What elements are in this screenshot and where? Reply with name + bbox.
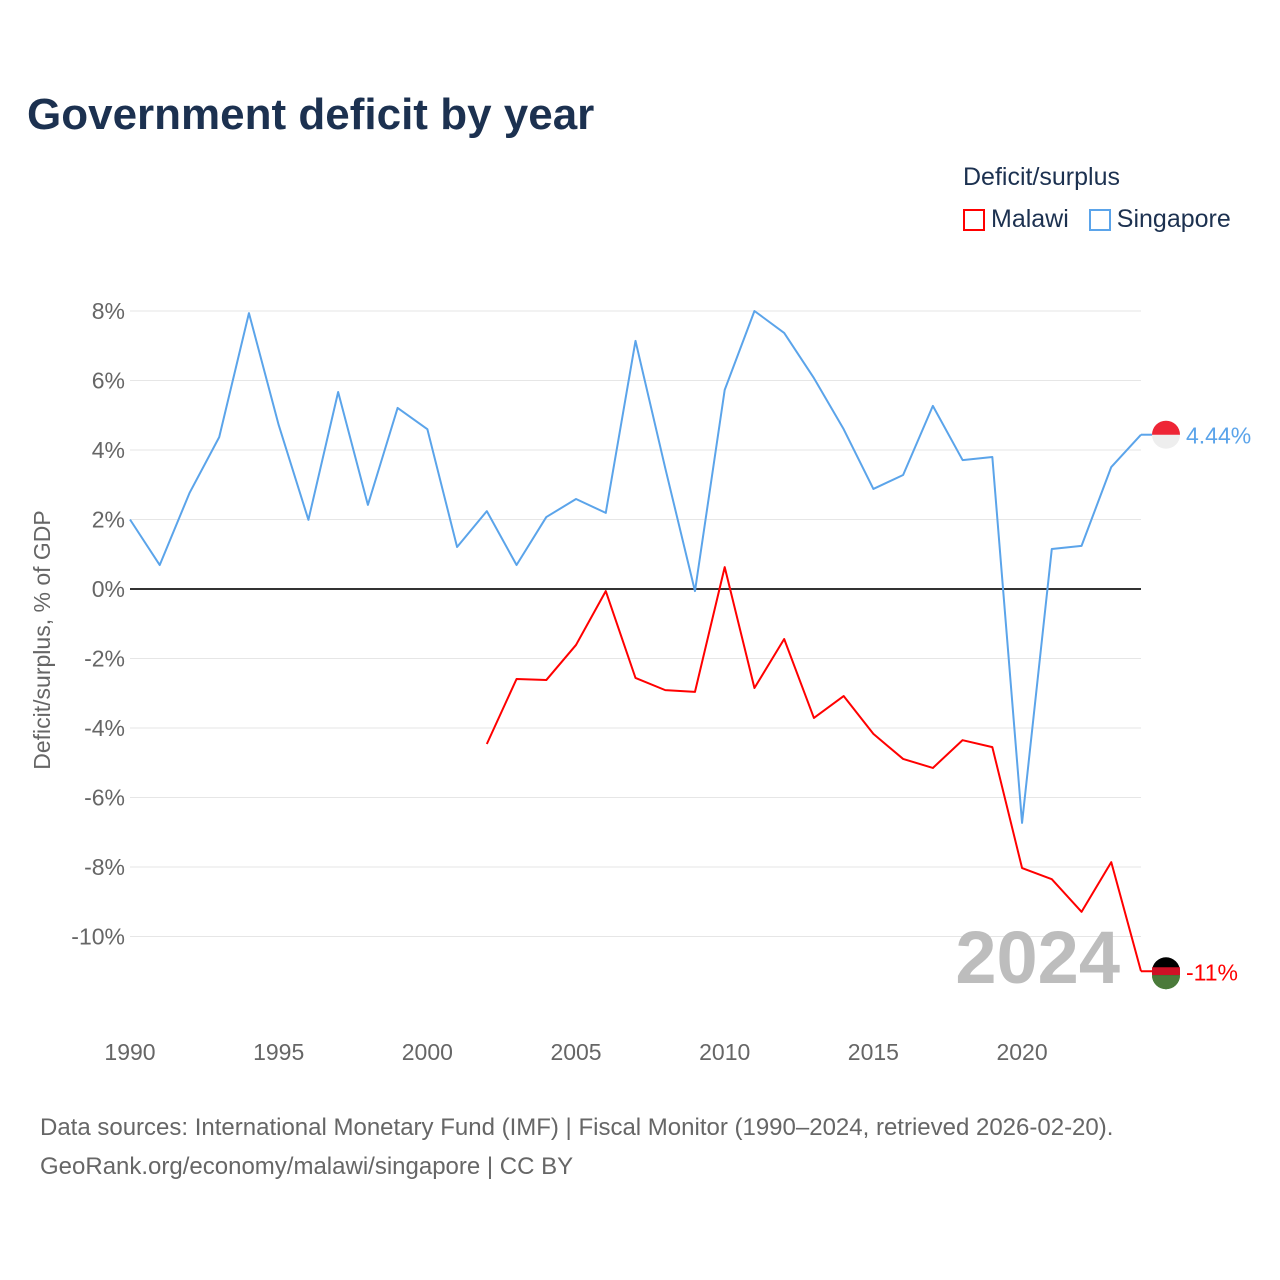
legend: Malawi Singapore [963,205,1231,234]
series-line-malawi [485,566,1142,972]
year-watermark: 2024 [955,916,1120,999]
source-note: Data sources: International Monetary Fun… [40,1108,1113,1186]
legend-title: Deficit/surplus [963,163,1120,191]
x-tick-label: 1990 [104,1039,155,1065]
end-value-label-singapore: 4.44% [1186,423,1251,449]
x-tick-label: 2005 [550,1039,601,1065]
series-line-singapore [129,310,1142,824]
legend-swatch-singapore [1088,208,1111,231]
y-tick-label: 0% [92,576,125,602]
x-tick-label: 2020 [996,1039,1047,1065]
y-tick-label: -4% [84,715,125,741]
flag-band [1152,967,1180,976]
y-tick-label: 2% [92,507,125,533]
source-line-1: Data sources: International Monetary Fun… [40,1114,1114,1141]
y-tick-label: -2% [84,646,125,672]
x-tick-label: 2015 [848,1039,899,1065]
flag-band [1152,420,1181,435]
y-tick-label: -6% [84,785,125,811]
legend-label-singapore: Singapore [1116,205,1231,233]
y-tick-label: -10% [71,924,125,950]
legend-swatch-malawi [963,208,985,231]
legend-label-malawi: Malawi [991,205,1069,233]
source-line-2[interactable]: GeoRank.org/economy/malawi/singapore | C… [40,1153,574,1180]
end-value-label-malawi: -11% [1186,959,1238,985]
chart-title: Government deficit by year [27,90,595,139]
y-tick-label: 8% [92,298,125,324]
y-tick-label: -8% [84,854,125,880]
legend-item-malawi[interactable]: Malawi [963,205,1069,234]
x-tick-label: 2010 [699,1039,750,1065]
flag-band [1152,975,1181,990]
y-axis-label: Deficit/surplus, % of GDP [29,510,55,769]
legend-item-singapore[interactable]: Singapore [1088,205,1231,234]
y-tick-label: 4% [92,437,125,463]
x-tick-label: 1995 [253,1039,304,1065]
y-tick-label: 6% [92,368,125,394]
x-tick-label: 2000 [402,1039,453,1065]
